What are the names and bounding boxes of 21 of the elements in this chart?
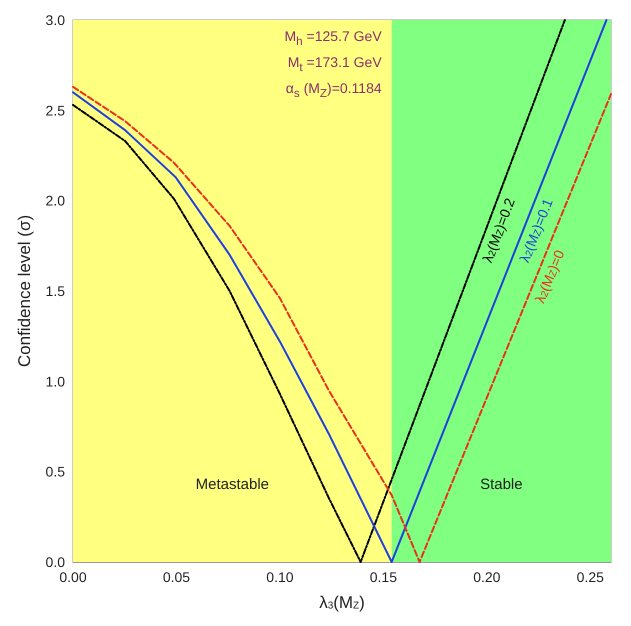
text: λ2(MZ)=0.2: [479, 196, 518, 265]
y-tick-label: 2.5: [46, 102, 66, 118]
x-tick-label: 0.10: [266, 569, 294, 585]
x-tick-label: 0.15: [370, 569, 398, 585]
annotation: M$_{t}$ =173.1 GeV: [286, 52, 382, 76]
x-axis-title: λ3(MZ): [319, 593, 365, 612]
x-tick-label: 0.05: [162, 569, 190, 585]
y-axis-title: Confidence level (σ): [15, 214, 34, 368]
x-tick-label: 0.25: [576, 569, 604, 585]
x-tick-label: 0.00: [59, 569, 87, 585]
y-tick-label: 0.5: [46, 464, 66, 480]
y-tick-label: 1.5: [46, 283, 66, 299]
annotation: M$_{h}$ =125.7 GeV: [284, 27, 382, 50]
annotation: α$_{s}$ (M$_{Z}$)=0.1184: [284, 78, 382, 102]
y-tick-label: 0.0: [46, 554, 66, 570]
y-tick-label: 3.0: [46, 12, 66, 28]
y-tick-label: 1.0: [46, 373, 66, 390]
x-tick-label: 0.20: [473, 569, 501, 585]
band-label: Stable: [480, 476, 523, 493]
band-label: Metastable: [196, 476, 270, 493]
y-tick-label: 2.0: [46, 192, 66, 209]
